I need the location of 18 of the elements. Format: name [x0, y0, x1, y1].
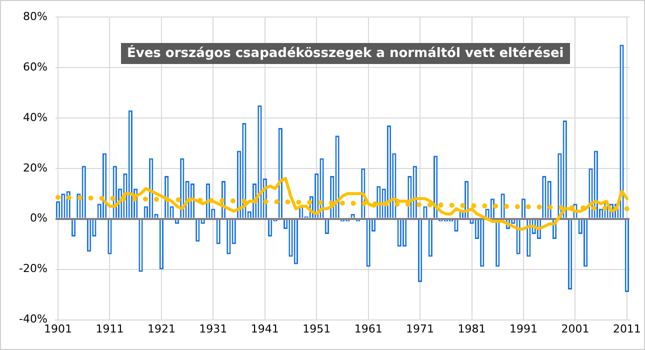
y-tick-label: 60%	[22, 60, 48, 74]
x-tick-label: 1951	[302, 322, 331, 336]
x-tick-label: 1921	[147, 322, 176, 336]
x-tick-label: 1931	[199, 322, 228, 336]
y-tick-label: 40%	[22, 110, 48, 124]
x-tick-label: 1941	[250, 322, 279, 336]
y-tick-label: -20%	[18, 262, 48, 276]
x-tick-label: 1911	[96, 322, 124, 336]
y-tick-label: 20%	[22, 161, 48, 174]
x-tick-label: 1991	[509, 322, 538, 336]
y-tick-label: 0%	[30, 212, 48, 225]
x-tick-label: 1961	[354, 322, 382, 336]
x-tick-label: 1971	[406, 322, 434, 336]
x-tick-label: 2011	[612, 322, 641, 336]
y-tick-label: 80%	[22, 10, 48, 23]
x-tick-label: 1981	[458, 322, 486, 336]
text: Éves országos csapadékösszegek a normáltól vett eltérései	[121, 43, 570, 64]
x-tick-label: 2001	[561, 322, 590, 336]
